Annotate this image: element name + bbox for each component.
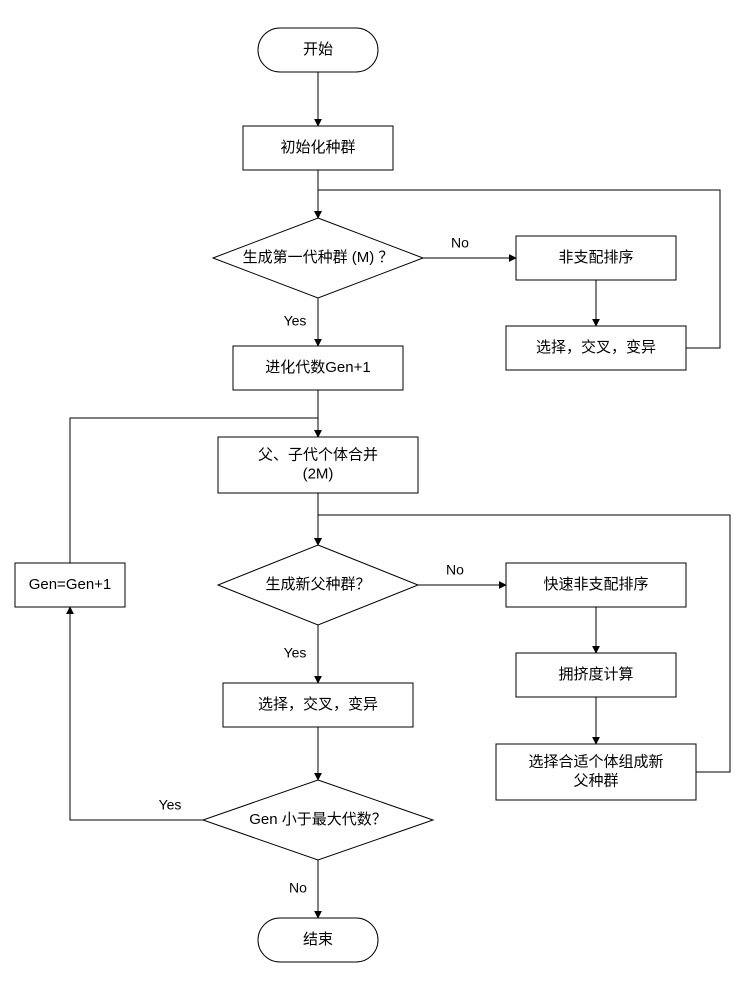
svg-text:Gen 小于最大代数？: Gen 小于最大代数？ <box>249 811 387 828</box>
edge-label: No <box>289 880 307 896</box>
svg-text:选择，交叉，变异: 选择，交叉，变异 <box>536 338 656 356</box>
svg-text:开始: 开始 <box>303 41 333 58</box>
node-start: 开始 <box>258 28 378 72</box>
svg-text:拥挤度计算: 拥挤度计算 <box>558 665 633 683</box>
svg-text:非支配排序: 非支配排序 <box>558 249 633 266</box>
edge-label: Yes <box>159 797 182 813</box>
edge-label: No <box>451 235 469 251</box>
svg-text:选择，交叉，变异: 选择，交叉，变异 <box>258 695 378 713</box>
edge <box>318 515 730 772</box>
node-scm1: 选择，交叉，变异 <box>506 326 686 370</box>
svg-text:进化代数Gen+1: 进化代数Gen+1 <box>265 359 370 376</box>
node-sort1: 非支配排序 <box>516 236 676 280</box>
node-init: 初始化种群 <box>243 126 393 170</box>
edge-label: No <box>446 562 464 578</box>
flowchart-canvas: No Yes No Yes No Yes 开始初始化种群生成第一代种群 (M) ？ 非支配排序… <box>0 0 756 1000</box>
node-scm2: 选择，交叉，变异 <box>223 683 413 727</box>
node-geninc: Gen=Gen+1 <box>15 563 125 607</box>
edge-label: Yes <box>284 645 307 661</box>
node-d2: 生成新父种群？ <box>218 545 418 625</box>
node-merge: 父、子代个体合并(2M) <box>218 437 418 493</box>
node-d1: 生成第一代种群 (M) ？ <box>213 218 423 298</box>
node-fastsort: 快速非支配排序 <box>506 563 686 607</box>
edge <box>70 607 203 820</box>
svg-text:快速非支配排序: 快速非支配排序 <box>543 576 648 593</box>
node-selnew: 选择合适个体组成新父种群 <box>496 744 696 800</box>
svg-text:结束: 结束 <box>303 931 333 948</box>
svg-text:生成新父种群？: 生成新父种群？ <box>265 576 370 593</box>
svg-text:Gen=Gen+1: Gen=Gen+1 <box>29 576 112 593</box>
svg-text:初始化种群: 初始化种群 <box>280 139 355 156</box>
edge-label: Yes <box>284 313 307 329</box>
node-d3: Gen 小于最大代数？ <box>203 780 433 860</box>
node-end: 结束 <box>258 918 378 962</box>
svg-text:生成第一代种群 (M) ？: 生成第一代种群 (M) ？ <box>243 248 394 266</box>
node-crowd: 拥挤度计算 <box>516 653 676 697</box>
node-gen1: 进化代数Gen+1 <box>233 346 403 390</box>
